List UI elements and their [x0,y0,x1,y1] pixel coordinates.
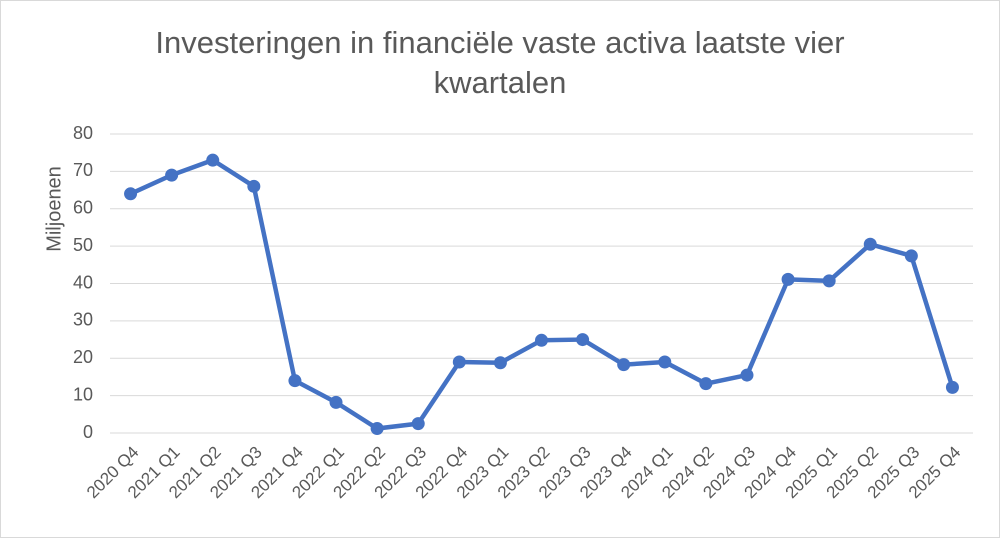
data-point [904,249,918,263]
y-tick-label: 0 [83,422,93,442]
data-point [247,179,261,193]
data-point [576,333,590,347]
chart-title: Investeringen in financiële vaste activa… [155,25,845,60]
y-tick-label: 10 [73,384,93,404]
y-axis-label: Miljoenen [43,166,65,252]
data-point [206,153,220,167]
series-line-group [124,153,959,436]
data-point [781,272,795,286]
data-point [288,374,302,388]
data-point [617,358,631,372]
data-point [165,168,179,182]
gridlines [110,133,973,434]
data-point [699,377,713,391]
y-tick-label: 30 [73,310,93,330]
data-point [329,395,343,409]
data-point [124,187,138,201]
data-point [535,333,548,347]
data-point [740,368,754,382]
data-point [452,355,466,369]
y-tick-label: 70 [73,160,93,180]
y-tick-label: 40 [73,272,93,292]
chart-title-line2: kwartalen [433,65,567,100]
data-point [493,356,507,370]
data-point [822,274,836,288]
data-point [945,380,959,394]
data-point [370,422,384,436]
data-point [658,355,672,369]
y-tick-label: 50 [73,235,93,255]
y-tick-label: 60 [73,198,93,218]
y-tick-label: 80 [73,123,93,143]
series-line [128,157,955,431]
y-tick-labels: 0 10 20 30 40 50 60 70 80 [73,123,93,442]
data-point [411,417,425,431]
y-tick-label: 20 [73,347,93,367]
data-point [863,237,877,251]
